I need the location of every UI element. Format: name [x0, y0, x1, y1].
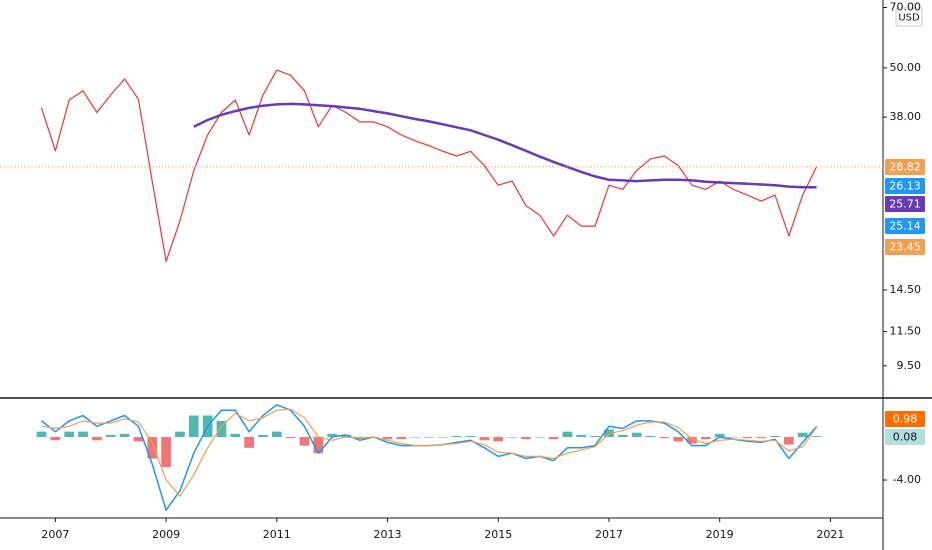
- histogram-bar: [36, 431, 47, 438]
- histogram-bar: [784, 437, 794, 445]
- histogram-bar: [534, 437, 545, 438]
- histogram-bar: [133, 437, 144, 442]
- x-tick-label: 2021: [816, 528, 844, 541]
- price-badge-label: 26.13: [889, 180, 921, 193]
- price-badge: [885, 239, 925, 255]
- pane: [40, 69, 818, 262]
- price-badge-label: 0.98: [893, 413, 918, 426]
- histogram-bar: [701, 437, 711, 440]
- y-tick-label: 11.50: [890, 325, 922, 338]
- histogram-bar: [673, 437, 684, 442]
- price-badge: [885, 196, 925, 212]
- currency-label: USD: [898, 13, 920, 24]
- y-tick-label: 70.00: [890, 1, 922, 14]
- price-badge: [885, 429, 925, 445]
- histogram-bar: [659, 437, 670, 439]
- x-tick-label: 2013: [374, 528, 402, 541]
- histogram-bar: [64, 431, 75, 438]
- histogram-bar: [728, 437, 739, 438]
- histogram-bar: [327, 433, 338, 438]
- histogram-bar: [92, 437, 102, 441]
- histogram-bar: [465, 435, 476, 438]
- price-badge-label: 28.82: [889, 161, 921, 174]
- y-tick-label: 50.00: [890, 61, 922, 74]
- price-badge-label: 23.45: [889, 241, 921, 254]
- currency-box[interactable]: [895, 7, 923, 27]
- x-tick-label: 2007: [41, 528, 69, 541]
- x-tick-label: 2009: [152, 528, 180, 541]
- price-badge-label: 25.14: [889, 220, 921, 233]
- histogram-bar: [216, 420, 227, 438]
- histogram-bar: [105, 434, 116, 438]
- price-badge-label: 0.08: [893, 431, 918, 444]
- histogram-bar: [188, 415, 199, 438]
- histogram-bar: [285, 437, 296, 439]
- histogram-bar: [258, 434, 268, 438]
- histogram-bar: [521, 437, 531, 440]
- histogram-bar: [271, 431, 282, 438]
- histogram-bar: [797, 432, 808, 438]
- x-tick-label: 2011: [263, 528, 291, 541]
- histogram-bar: [631, 432, 642, 438]
- histogram-bar: [244, 437, 254, 448]
- price-badge-label: 25.71: [889, 198, 921, 211]
- price-badge: [885, 178, 925, 194]
- price-badge: [885, 218, 925, 234]
- y-tick-label: 9.50: [897, 359, 922, 372]
- histogram-bar: [811, 436, 822, 438]
- histogram-bar: [451, 435, 462, 438]
- histogram-bar: [119, 433, 130, 438]
- histogram-bar: [341, 434, 351, 438]
- histogram-bar: [687, 437, 697, 444]
- histogram-bar: [175, 431, 185, 438]
- histogram-bar: [147, 437, 158, 459]
- y-tick-label: -4.00: [893, 473, 921, 486]
- x-tick-label: 2017: [595, 528, 623, 541]
- histogram-bar: [50, 437, 61, 441]
- histogram-bar: [562, 431, 573, 438]
- histogram-bar: [617, 434, 628, 438]
- price-badge: [885, 411, 925, 427]
- histogram-bar: [590, 435, 600, 438]
- histogram-bar: [78, 431, 88, 438]
- histogram-bar: [714, 433, 725, 438]
- series-line: [40, 69, 818, 262]
- histogram-bar: [438, 437, 448, 438]
- y-tick-label: 14.50: [890, 283, 922, 296]
- histogram-bar: [742, 437, 753, 439]
- histogram-bar: [756, 437, 767, 439]
- histogram-bar: [299, 437, 310, 446]
- series-line: [193, 102, 817, 189]
- y-tick-label: 38.00: [890, 110, 922, 123]
- histogram-bar: [424, 437, 434, 438]
- histogram-bar: [313, 437, 324, 454]
- pane: [36, 404, 822, 511]
- price-badge: [885, 159, 925, 175]
- histogram-bar: [410, 437, 421, 438]
- histogram-bar: [770, 435, 780, 438]
- histogram-bar: [479, 437, 490, 441]
- histogram-bar: [576, 434, 587, 438]
- histogram-bar: [396, 437, 407, 440]
- histogram-bar: [507, 437, 517, 438]
- series-line: [41, 408, 818, 497]
- histogram-bar: [382, 437, 393, 440]
- histogram-bar: [645, 435, 656, 438]
- x-tick-label: 2019: [706, 528, 734, 541]
- x-tick-label: 2015: [484, 528, 512, 541]
- histogram-bar: [548, 437, 559, 440]
- histogram-bar: [493, 437, 504, 442]
- histogram-bar: [161, 437, 171, 468]
- histogram-bar: [230, 433, 241, 438]
